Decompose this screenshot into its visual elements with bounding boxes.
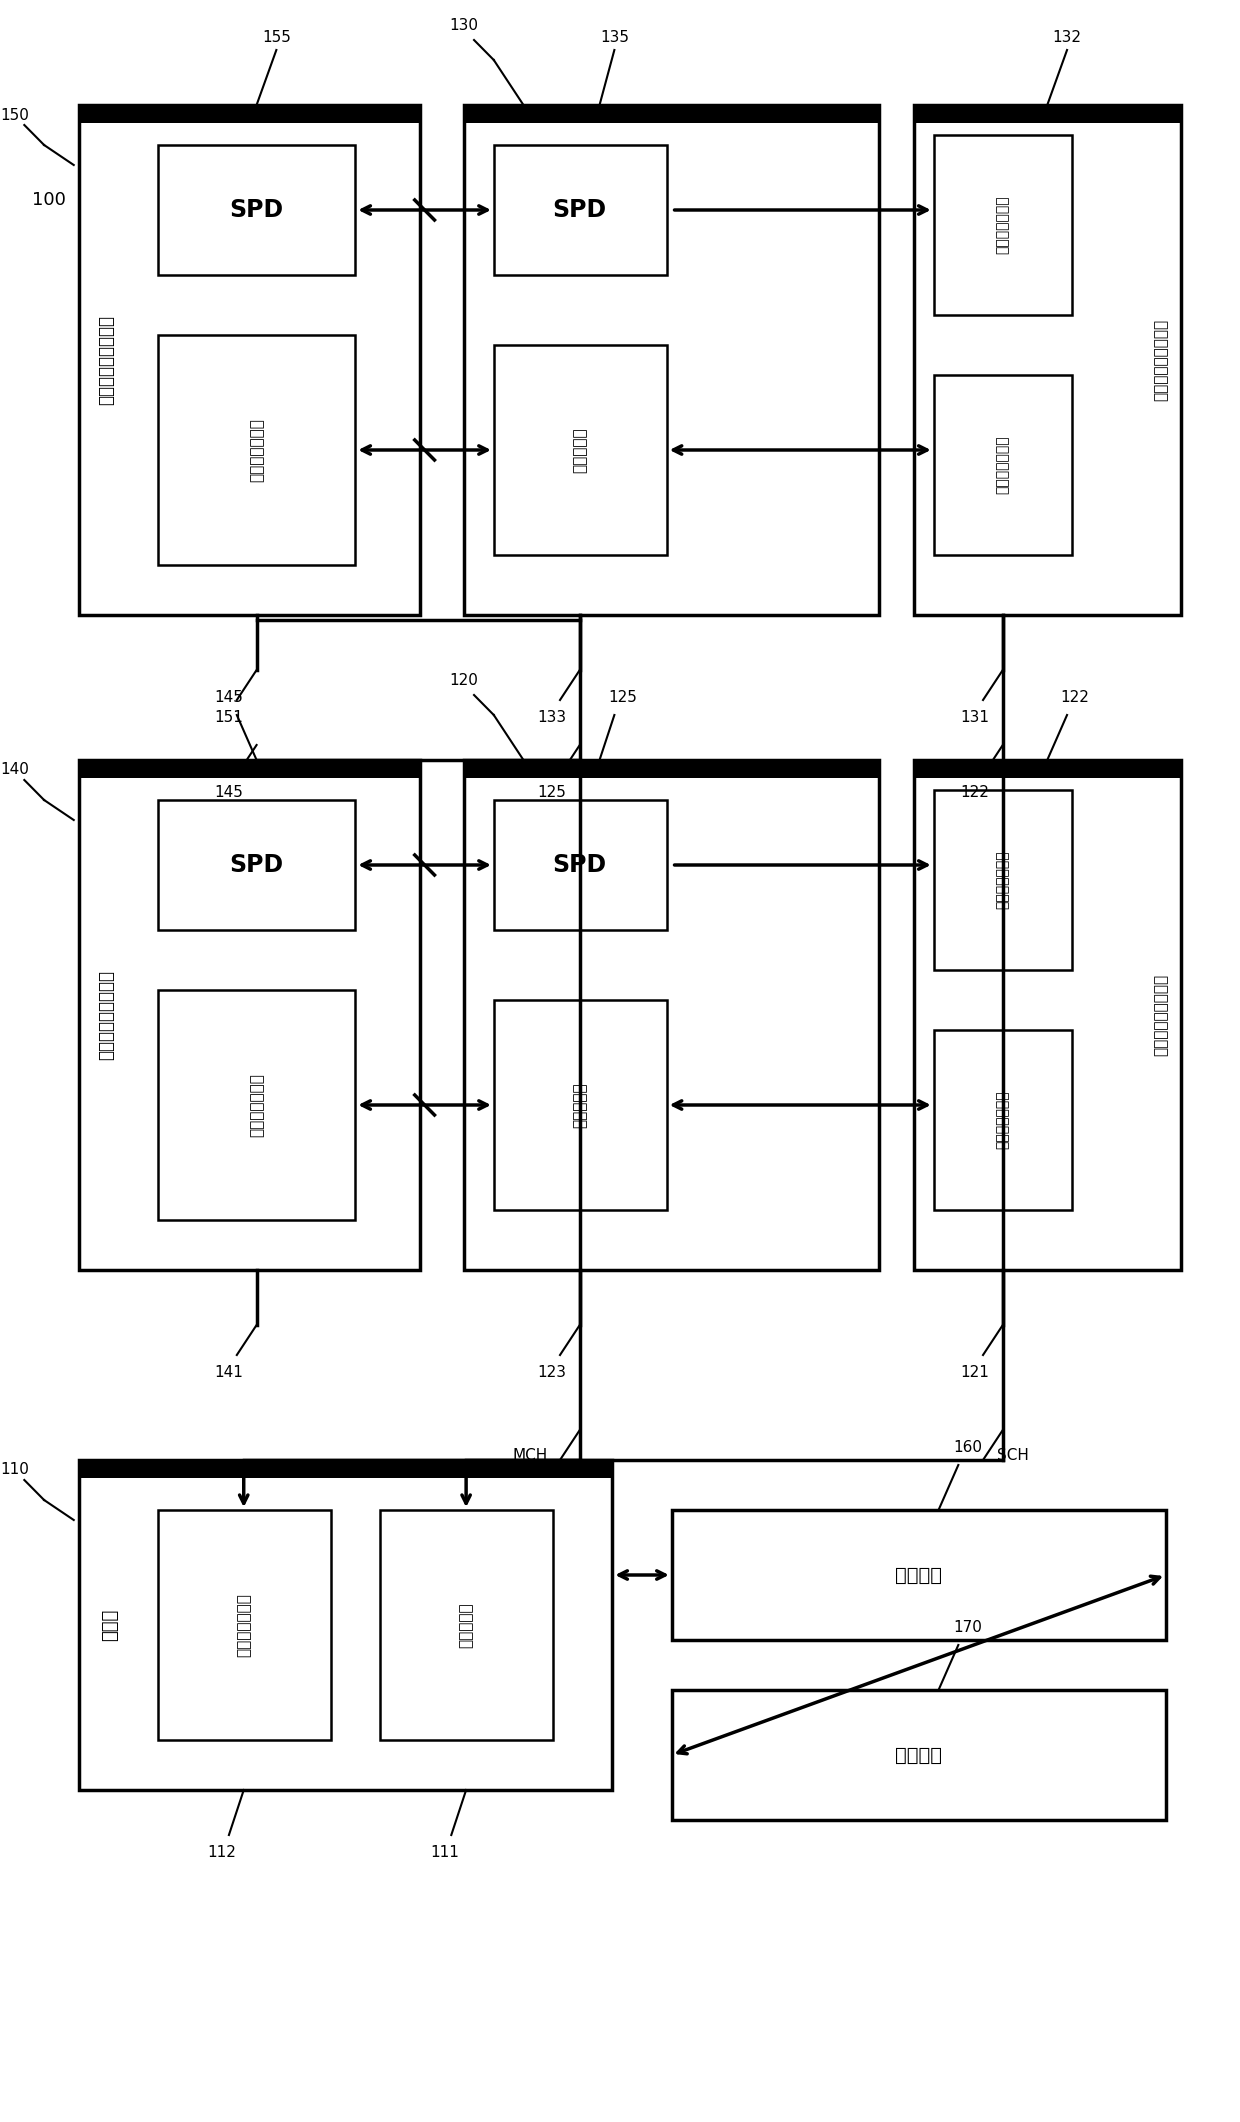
Bar [157, 335, 356, 564]
Bar [78, 1460, 613, 1479]
Text: 130: 130 [450, 17, 479, 34]
Text: 第一类型存储器: 第一类型存储器 [996, 851, 1009, 910]
Bar [464, 760, 879, 779]
Text: 第一类型存储器模块: 第一类型存储器模块 [1153, 318, 1168, 401]
Text: MCH: MCH [512, 1447, 548, 1462]
Bar [157, 1511, 331, 1740]
Text: 112: 112 [207, 1844, 237, 1861]
Text: 123: 123 [538, 1364, 567, 1379]
Text: 140: 140 [0, 762, 29, 777]
Text: 121: 121 [961, 1364, 990, 1379]
Text: 第一类型存储器: 第一类型存储器 [996, 1091, 1009, 1150]
Text: 111: 111 [430, 1844, 459, 1861]
Text: 132: 132 [1053, 30, 1081, 45]
Text: 141: 141 [215, 1364, 243, 1379]
Text: 122: 122 [1060, 690, 1090, 705]
Text: 处理器: 处理器 [102, 1608, 119, 1640]
Text: 第一类型存储器: 第一类型存储器 [249, 418, 264, 482]
Text: SPD: SPD [229, 853, 284, 876]
Text: 155: 155 [262, 30, 291, 45]
Text: 高速缓冲存储器: 高速缓冲存储器 [237, 1594, 252, 1657]
Bar [934, 136, 1071, 314]
Text: 125: 125 [608, 690, 636, 705]
Text: 第二类型存储器模块: 第二类型存储器模块 [98, 314, 115, 405]
Text: 第二类型存储器模块: 第二类型存储器模块 [98, 970, 115, 1061]
Bar [464, 104, 879, 123]
Bar [914, 104, 1180, 615]
Text: 145: 145 [215, 785, 243, 800]
Bar [672, 1689, 1166, 1821]
Text: 120: 120 [450, 673, 479, 688]
Text: 根复合体: 根复合体 [895, 1566, 942, 1585]
Text: 122: 122 [961, 785, 990, 800]
Text: SPD: SPD [553, 853, 606, 876]
Text: 媒体控制器: 媒体控制器 [573, 427, 588, 473]
Bar [914, 760, 1180, 779]
Bar [157, 991, 356, 1220]
Bar [78, 1460, 613, 1791]
Bar [464, 104, 879, 615]
Bar [494, 346, 667, 556]
Text: 第一类型存储器: 第一类型存储器 [996, 435, 1009, 494]
Text: SCH: SCH [997, 1447, 1029, 1462]
Text: 151: 151 [215, 711, 243, 726]
Bar [381, 1511, 553, 1740]
Bar [934, 789, 1071, 970]
Text: 100: 100 [32, 191, 66, 208]
Bar [78, 760, 419, 1269]
Bar [494, 144, 667, 276]
Bar [494, 999, 667, 1210]
Text: SPD: SPD [229, 197, 284, 223]
Text: 150: 150 [0, 108, 29, 123]
Bar [464, 760, 879, 1269]
Text: 第一类型存储器模块: 第一类型存储器模块 [1153, 974, 1168, 1057]
Bar [78, 104, 419, 615]
Text: 135: 135 [600, 30, 629, 45]
Text: 110: 110 [0, 1462, 29, 1477]
Bar [914, 104, 1180, 123]
Text: SPD: SPD [553, 197, 606, 223]
Bar [914, 760, 1180, 1269]
Bar [78, 760, 419, 779]
Text: 145: 145 [215, 690, 243, 705]
Text: 第一类型存储器: 第一类型存储器 [996, 195, 1009, 255]
Bar [934, 376, 1071, 556]
Bar [934, 1029, 1071, 1210]
Text: 133: 133 [538, 711, 567, 726]
Bar [494, 800, 667, 929]
Bar [672, 1511, 1166, 1640]
Text: 170: 170 [954, 1619, 982, 1634]
Text: 125: 125 [538, 785, 567, 800]
Bar [78, 104, 419, 123]
Text: 存储装置: 存储装置 [895, 1746, 942, 1766]
Text: 第一类型存储器: 第一类型存储器 [249, 1074, 264, 1137]
Bar [157, 800, 356, 929]
Text: 存储控制器: 存储控制器 [459, 1602, 474, 1649]
Text: 160: 160 [954, 1441, 983, 1456]
Text: 媒体控制器: 媒体控制器 [573, 1082, 588, 1127]
Text: 131: 131 [961, 711, 990, 726]
Bar [157, 144, 356, 276]
